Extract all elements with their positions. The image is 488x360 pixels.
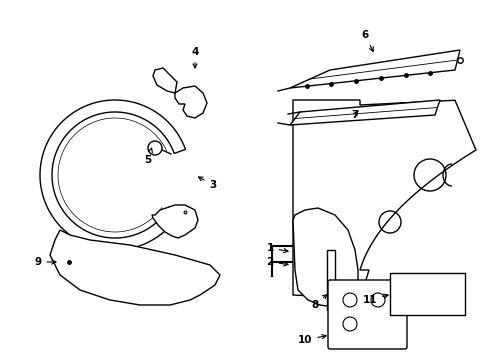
Polygon shape [289,100,439,125]
Polygon shape [40,100,185,250]
FancyBboxPatch shape [327,280,406,349]
Text: 4: 4 [191,47,198,68]
Polygon shape [50,230,220,305]
Text: 10: 10 [297,334,325,345]
Bar [326,250,334,310]
Text: 9: 9 [34,257,56,267]
Text: 2: 2 [266,257,287,267]
Polygon shape [292,208,357,308]
Text: 7: 7 [350,110,358,120]
Text: 1: 1 [266,243,287,253]
Text: 6: 6 [361,30,372,51]
Bar [389,273,464,315]
Polygon shape [175,86,206,118]
Text: 8: 8 [311,294,326,310]
Polygon shape [152,205,198,238]
Text: 3: 3 [198,177,216,190]
Polygon shape [292,100,475,300]
Text: 11: 11 [362,294,387,305]
Polygon shape [289,50,459,88]
Polygon shape [153,68,177,93]
Text: 5: 5 [144,148,152,165]
